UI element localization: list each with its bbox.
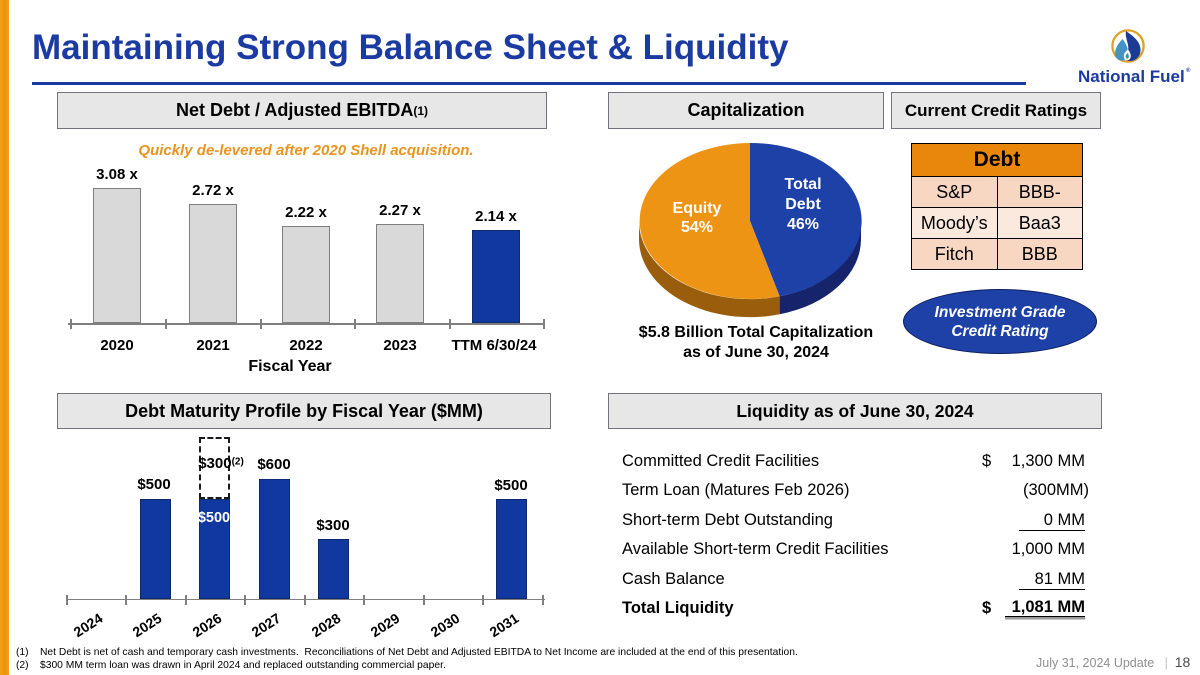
svg-text:®: ® — [1186, 67, 1191, 74]
svg-text:National Fuel: National Fuel — [1078, 67, 1185, 86]
